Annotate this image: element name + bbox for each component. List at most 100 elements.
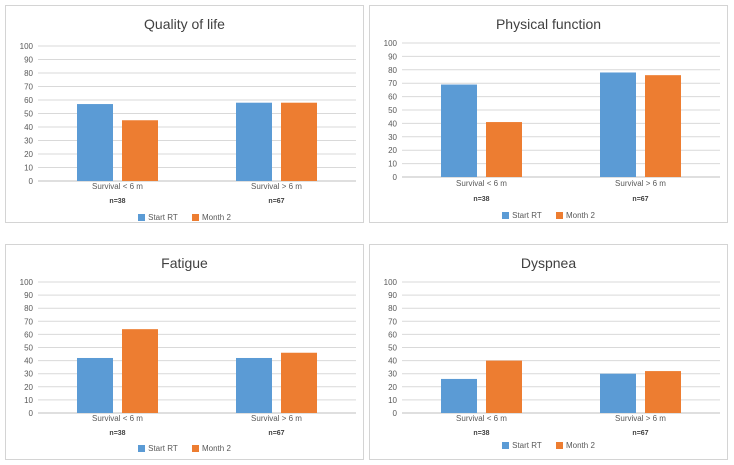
legend-swatch-month-2 bbox=[555, 212, 563, 219]
bar-start-rt bbox=[77, 104, 113, 181]
bar-start-rt bbox=[600, 72, 636, 177]
legend-item-month-2: Month 2 bbox=[555, 211, 595, 220]
y-tick-label: 20 bbox=[388, 146, 397, 155]
legend-label: Month 2 bbox=[201, 444, 231, 453]
bar-month-2 bbox=[122, 329, 158, 413]
y-tick-label: 70 bbox=[24, 83, 33, 92]
y-tick-label: 60 bbox=[24, 96, 33, 105]
y-tick-label: 50 bbox=[24, 344, 33, 353]
y-tick-label: 10 bbox=[388, 160, 397, 169]
bar-month-2 bbox=[486, 360, 522, 413]
y-tick-label: 40 bbox=[388, 119, 397, 128]
bar-month-2 bbox=[486, 122, 522, 177]
y-tick-label: 20 bbox=[24, 150, 33, 159]
x-sample-size-label: n=67 bbox=[632, 196, 648, 203]
legend-item-start-rt: Start RT bbox=[138, 444, 178, 453]
x-category-label: Survival > 6 m bbox=[251, 182, 302, 191]
chart-panel-physical-function: Physical function 0 10 20 30 40 50 60 70 80 90 100… bbox=[369, 5, 728, 223]
y-tick-label: 30 bbox=[24, 137, 33, 146]
legend-swatch-month-2 bbox=[555, 442, 563, 449]
legend-label: Start RT bbox=[148, 213, 178, 222]
y-tick-label: 80 bbox=[388, 66, 397, 75]
chart-plot: 0 10 20 30 40 50 60 70 80 90 100 Survival < 6 m n=38… bbox=[20, 42, 356, 205]
y-tick-label: 40 bbox=[24, 123, 33, 132]
chart-legend: Start RT Month 2 bbox=[6, 213, 363, 222]
y-tick-label: 90 bbox=[24, 56, 33, 65]
legend-swatch-start-rt bbox=[502, 442, 510, 449]
legend-swatch-month-2 bbox=[191, 445, 199, 452]
legend-label: Start RT bbox=[512, 211, 542, 220]
y-tick-label: 40 bbox=[24, 357, 33, 366]
chart-panel-fatigue: Fatigue 0 10 20 30 40 50 60 70 80 90 100 Survival <… bbox=[5, 244, 364, 460]
y-tick-label: 80 bbox=[24, 69, 33, 78]
y-tick-label: 90 bbox=[388, 291, 397, 300]
x-category-label: Survival < 6 m bbox=[92, 414, 143, 423]
y-tick-label: 50 bbox=[388, 106, 397, 115]
chart-title: Physical function bbox=[495, 16, 602, 32]
y-tick-label: 10 bbox=[24, 396, 33, 405]
chart-plot: 0 10 20 30 40 50 60 70 80 90 100 Survival < 6 m n=38… bbox=[384, 278, 720, 437]
chart-title: Fatigue bbox=[161, 255, 208, 271]
y-tick-label: 70 bbox=[24, 317, 33, 326]
y-tick-label: 40 bbox=[388, 357, 397, 366]
x-category-label: Survival > 6 m bbox=[615, 179, 666, 188]
y-tick-label: 50 bbox=[24, 110, 33, 119]
y-tick-label: 100 bbox=[20, 42, 34, 51]
x-category-label: Survival < 6 m bbox=[92, 182, 143, 191]
legend-swatch-month-2 bbox=[191, 214, 199, 221]
legend-item-start-rt: Start RT bbox=[502, 211, 542, 220]
chart-plot: 0 10 20 30 40 50 60 70 80 90 100 Survival < 6 m n=38… bbox=[20, 278, 356, 437]
legend-label: Month 2 bbox=[565, 211, 595, 220]
y-tick-label: 100 bbox=[384, 39, 398, 48]
y-tick-label: 0 bbox=[29, 177, 34, 186]
legend-label: Month 2 bbox=[201, 213, 231, 222]
legend-swatch-start-rt bbox=[138, 214, 146, 221]
y-tick-label: 60 bbox=[24, 330, 33, 339]
y-tick-label: 70 bbox=[388, 79, 397, 88]
bar-start-rt bbox=[441, 378, 477, 413]
y-tick-label: 100 bbox=[384, 278, 398, 287]
y-tick-label: 30 bbox=[24, 370, 33, 379]
x-sample-size-label: n=38 bbox=[473, 196, 489, 203]
y-tick-label: 20 bbox=[24, 383, 33, 392]
legend-item-month-2: Month 2 bbox=[555, 441, 595, 450]
bar-month-2 bbox=[281, 352, 317, 413]
y-tick-label: 30 bbox=[388, 133, 397, 142]
bar-start-rt bbox=[236, 357, 272, 413]
x-sample-size-label: n=67 bbox=[268, 198, 284, 205]
chart-legend: Start RT Month 2 bbox=[370, 441, 727, 450]
x-category-label: Survival > 6 m bbox=[615, 414, 666, 423]
x-sample-size-label: n=38 bbox=[109, 198, 125, 205]
bar-start-rt bbox=[236, 102, 272, 181]
x-category-label: Survival > 6 m bbox=[251, 414, 302, 423]
bar-start-rt bbox=[441, 84, 477, 177]
legend-swatch-start-rt bbox=[502, 212, 510, 219]
x-category-label: Survival < 6 m bbox=[456, 179, 507, 188]
x-sample-size-label: n=67 bbox=[632, 430, 648, 437]
y-tick-label: 90 bbox=[24, 291, 33, 300]
chart-legend: Start RT Month 2 bbox=[370, 211, 727, 220]
chart-title: Quality of life bbox=[144, 16, 225, 32]
y-tick-label: 60 bbox=[388, 93, 397, 102]
y-tick-label: 60 bbox=[388, 330, 397, 339]
y-tick-label: 80 bbox=[24, 304, 33, 313]
y-tick-label: 10 bbox=[388, 396, 397, 405]
x-sample-size-label: n=67 bbox=[268, 430, 284, 437]
bar-month-2 bbox=[645, 75, 681, 177]
chart-title: Dyspnea bbox=[520, 255, 577, 271]
y-tick-label: 0 bbox=[393, 409, 398, 418]
x-sample-size-label: n=38 bbox=[473, 430, 489, 437]
y-tick-label: 30 bbox=[388, 370, 397, 379]
bar-start-rt bbox=[77, 357, 113, 413]
legend-label: Start RT bbox=[148, 444, 178, 453]
y-tick-label: 50 bbox=[388, 344, 397, 353]
legend-item-start-rt: Start RT bbox=[502, 441, 542, 450]
chart-panel-dyspnea: Dyspnea 0 10 20 30 40 50 60 70 80 90 100 Survival <… bbox=[369, 244, 728, 460]
legend-item-start-rt: Start RT bbox=[138, 213, 178, 222]
legend-swatch-start-rt bbox=[138, 445, 146, 452]
chart-legend: Start RT Month 2 bbox=[6, 444, 363, 453]
bar-month-2 bbox=[645, 371, 681, 413]
y-tick-label: 90 bbox=[388, 52, 397, 61]
y-tick-label: 10 bbox=[24, 164, 33, 173]
y-tick-label: 70 bbox=[388, 317, 397, 326]
